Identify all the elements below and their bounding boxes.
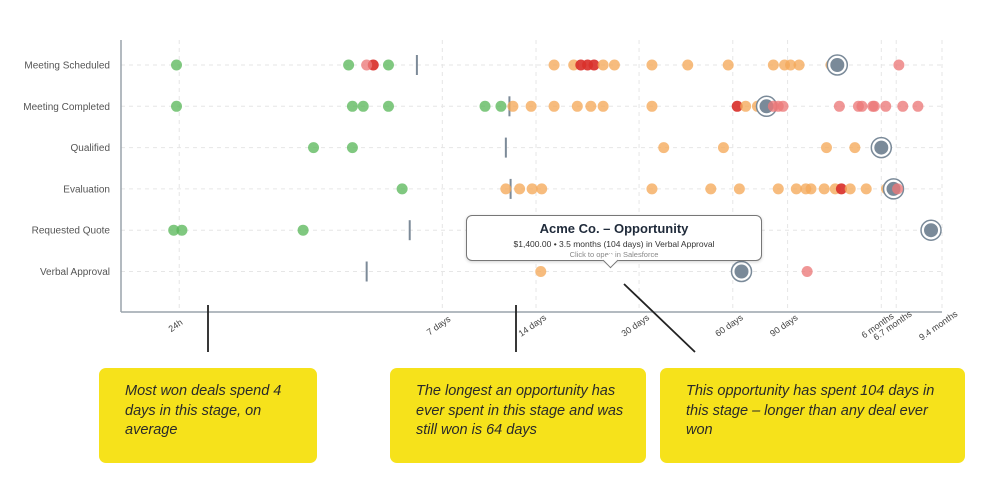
opportunity-point[interactable] <box>793 59 805 71</box>
opportunity-point[interactable] <box>514 183 526 195</box>
stage-label: Requested Quote <box>32 226 111 237</box>
data-points <box>168 54 942 283</box>
callout-average: Most won deals spend 4 days in this stag… <box>99 368 317 463</box>
opportunity-point[interactable] <box>912 100 924 112</box>
opportunity-point[interactable] <box>820 142 832 154</box>
opportunity-point[interactable] <box>597 100 609 112</box>
opportunity-point[interactable] <box>525 100 537 112</box>
opportunity-point[interactable] <box>357 100 369 112</box>
highlight-point[interactable] <box>830 58 845 72</box>
opportunity-point[interactable] <box>608 59 620 71</box>
opportunity-point[interactable] <box>844 183 856 195</box>
tooltip-salesforce-link[interactable]: Click to open in Salesforce <box>569 250 659 259</box>
opportunity-point[interactable] <box>805 183 817 195</box>
opportunity-point[interactable] <box>507 100 519 112</box>
stage-label: Qualified <box>71 143 110 154</box>
x-tick-label: 60 days <box>713 312 745 339</box>
opportunity-point[interactable] <box>646 59 658 71</box>
pointer-current-opportunity <box>623 283 696 353</box>
opportunity-point[interactable] <box>535 266 547 277</box>
opportunity-point[interactable] <box>646 183 658 195</box>
opportunity-point[interactable] <box>346 142 358 154</box>
opportunity-point[interactable] <box>722 59 734 71</box>
callout-pointers <box>207 283 696 353</box>
opportunity-point[interactable] <box>849 142 861 154</box>
grid-lines <box>121 40 943 312</box>
callout-current-opportunity: This opportunity has spent 104 days in t… <box>660 368 965 463</box>
opportunity-point[interactable] <box>835 183 847 195</box>
opportunity-point[interactable] <box>585 100 597 112</box>
opportunity-point[interactable] <box>297 224 309 236</box>
opportunity-point[interactable] <box>571 100 583 112</box>
tooltip-title: Acme Co. – Opportunity <box>539 221 689 236</box>
opportunity-point[interactable] <box>479 100 491 112</box>
opportunity-point[interactable] <box>818 183 830 195</box>
opportunity-point[interactable] <box>588 59 600 71</box>
stage-label: Meeting Scheduled <box>24 61 110 72</box>
tooltip-detail: $1,400.00 • 3.5 months (104 days) in Ver… <box>513 239 715 249</box>
opportunity-point[interactable] <box>346 100 358 112</box>
x-tick-label: 30 days <box>620 312 652 339</box>
opportunity-point[interactable] <box>801 266 813 277</box>
opportunity-point[interactable] <box>168 224 180 236</box>
opportunity-point[interactable] <box>548 100 560 112</box>
opportunity-point[interactable] <box>880 100 892 112</box>
opportunity-point[interactable] <box>176 224 188 236</box>
opportunity-point[interactable] <box>396 183 408 195</box>
highlight-point[interactable] <box>874 140 889 155</box>
opportunity-point[interactable] <box>892 183 904 195</box>
highlight-point[interactable] <box>924 223 939 238</box>
highlight-point[interactable] <box>734 264 749 279</box>
x-tick-label: 7 days <box>425 314 453 338</box>
opportunity-point[interactable] <box>526 183 538 195</box>
opportunity-point[interactable] <box>536 183 548 195</box>
opportunity-point[interactable] <box>343 59 355 71</box>
callout-longest-won: The longest an opportunity has ever spen… <box>390 368 646 463</box>
opportunity-point[interactable] <box>856 100 868 112</box>
opportunity-point[interactable] <box>777 100 789 112</box>
x-tick-label: 90 days <box>768 312 800 339</box>
stage-labels: Meeting Scheduled Meeting Completed Qualif… <box>23 61 110 279</box>
stage-label: Evaluation <box>63 184 110 195</box>
opportunity-point[interactable] <box>548 59 560 71</box>
x-tick-label: 24h <box>166 317 184 334</box>
opportunity-point[interactable] <box>833 100 845 112</box>
opportunity-point[interactable] <box>717 142 729 154</box>
x-tick-label: 9.4 months <box>917 308 960 342</box>
x-tick-label: 14 days <box>517 312 549 339</box>
opportunity-point[interactable] <box>790 183 802 195</box>
opportunity-point[interactable] <box>597 59 609 71</box>
opportunity-point[interactable] <box>382 59 394 71</box>
opportunity-point[interactable] <box>740 100 752 112</box>
opportunity-point[interactable] <box>705 183 717 195</box>
stage-label: Meeting Completed <box>23 102 110 113</box>
x-tick-labels: 24h 7 days 14 days 30 days 60 days 90 days 6 m… <box>166 308 959 342</box>
axes <box>120 40 942 313</box>
opportunity-point[interactable] <box>860 183 872 195</box>
opportunity-point[interactable] <box>767 59 779 71</box>
opportunity-point[interactable] <box>171 59 183 71</box>
opportunity-point[interactable] <box>646 100 658 112</box>
opportunity-tooltip[interactable]: Acme Co. – Opportunity $1,400.00 • 3.5 m… <box>466 215 762 269</box>
opportunity-point[interactable] <box>658 142 670 154</box>
opportunity-point[interactable] <box>772 183 784 195</box>
opportunity-point[interactable] <box>897 100 909 112</box>
opportunity-point[interactable] <box>785 59 797 71</box>
opportunity-point[interactable] <box>682 59 694 71</box>
opportunity-point[interactable] <box>361 59 373 71</box>
opportunity-point[interactable] <box>500 183 512 195</box>
opportunity-point[interactable] <box>731 100 743 112</box>
stage-label: Verbal Approval <box>40 267 110 278</box>
opportunity-point[interactable] <box>382 100 394 112</box>
opportunity-point[interactable] <box>893 59 905 71</box>
average-markers <box>365 55 512 282</box>
opportunity-point[interactable] <box>308 142 320 154</box>
opportunity-point[interactable] <box>733 183 745 195</box>
opportunity-point[interactable] <box>171 100 183 112</box>
opportunity-point[interactable] <box>495 100 507 112</box>
opportunity-point[interactable] <box>868 100 880 112</box>
